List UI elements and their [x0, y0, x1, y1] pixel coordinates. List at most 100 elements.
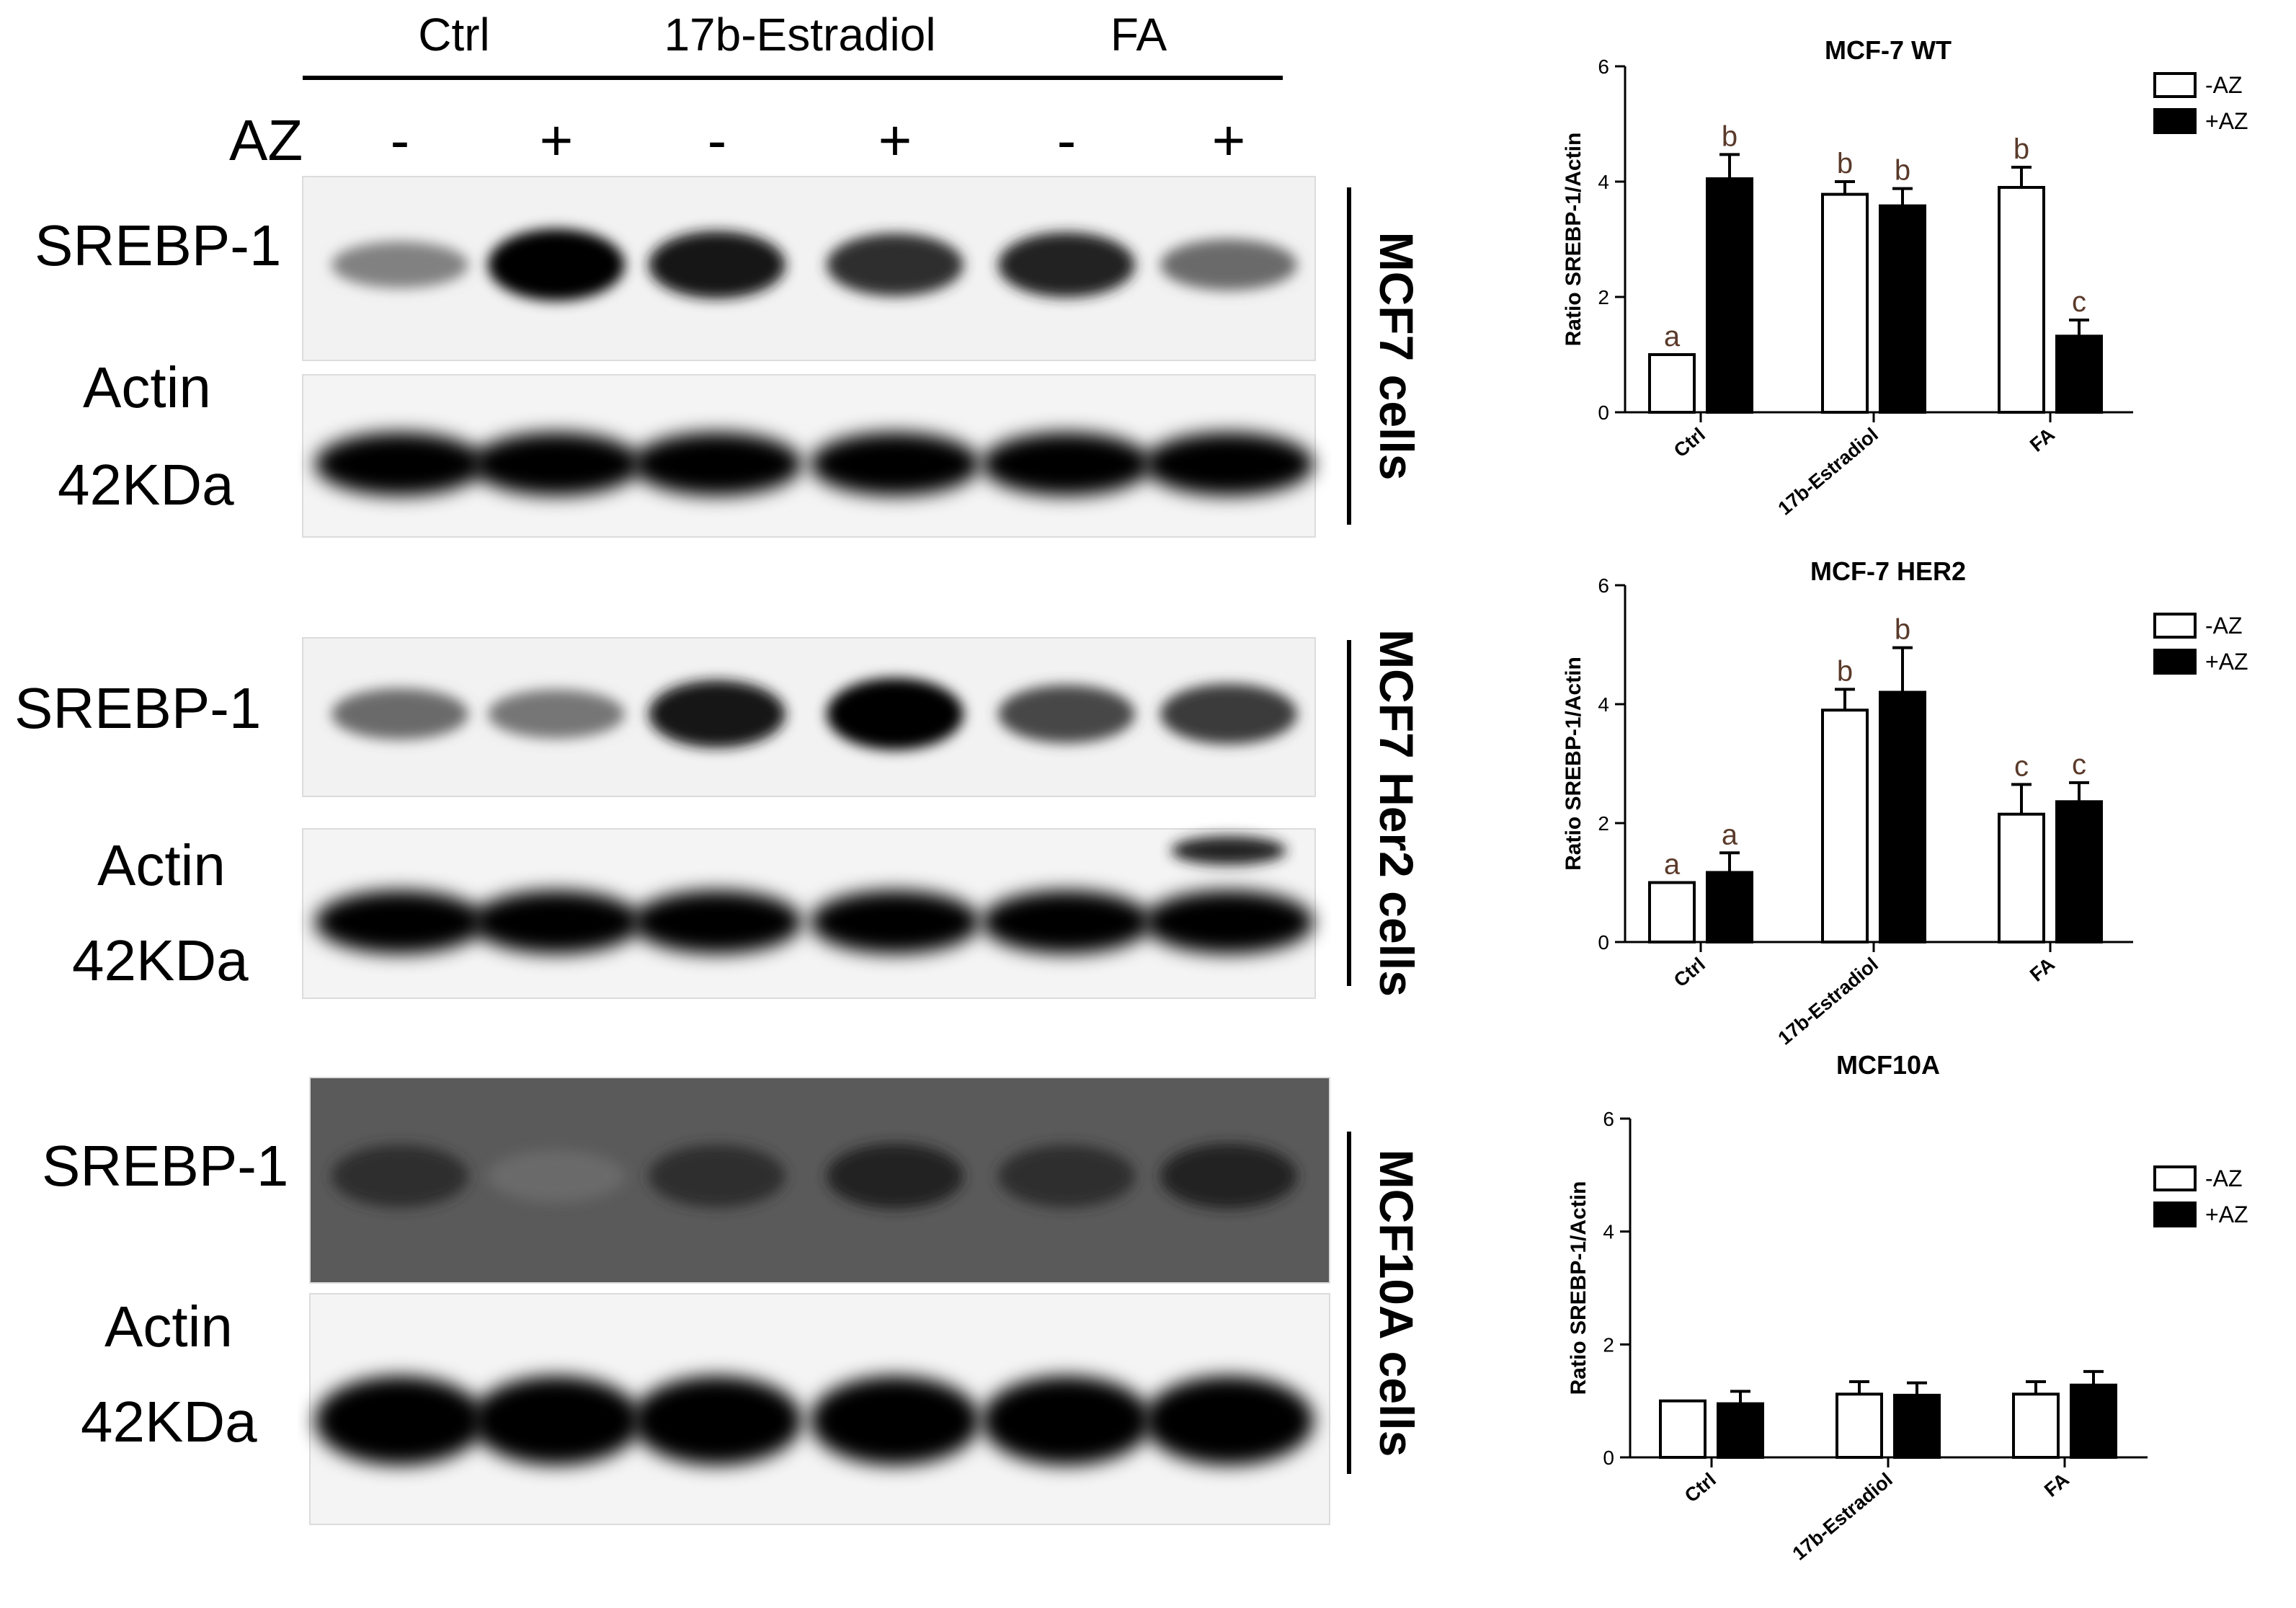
- legend-label: +AZ: [2205, 649, 2248, 675]
- y-tick-label: 0: [1598, 931, 1609, 954]
- membrane-background: [309, 1077, 1330, 1284]
- y-tick-label: 2: [1603, 1333, 1614, 1356]
- group-label-ctrl: Ctrl: [418, 9, 490, 61]
- y-tick-label: 4: [1598, 693, 1609, 716]
- significance-letter: b: [1895, 155, 1910, 187]
- x-tick-label: FA: [2040, 1469, 2073, 1501]
- chart-title: MCF-7 HER2: [1810, 556, 1966, 586]
- membrane-background: [302, 176, 1316, 361]
- x-tick-label: 17b-Estradiol: [1789, 1469, 1897, 1565]
- loading-label-kda: 42KDa: [81, 1390, 257, 1454]
- x-tick-label: 17b-Estradiol: [1774, 954, 1882, 1049]
- blot-target-membrane: [302, 637, 1316, 797]
- significance-letter: b: [1837, 148, 1853, 179]
- bar: [2012, 1392, 2060, 1460]
- bar: [1836, 1392, 1883, 1460]
- target-band: [998, 1145, 1135, 1208]
- y-axis-label: Ratio SREBP-1/Actin: [1562, 133, 1585, 347]
- bar-chart-mcf7-wt: MCF-7 WT 0 2 4 6 Ratio SREBP-1/Actin Ctrl 17b-E…: [1562, 35, 2248, 520]
- cell-label: MCF7 cells: [1370, 232, 1423, 481]
- actin-band: [632, 432, 802, 496]
- membrane-background: [302, 637, 1316, 797]
- bar: [1648, 881, 1696, 943]
- actin-band: [810, 1376, 980, 1465]
- bar: [1821, 709, 1869, 943]
- bar: [2055, 800, 2103, 944]
- actin-band: [471, 1376, 641, 1465]
- lane-sign-2: +: [540, 108, 574, 172]
- actin-band: [982, 1376, 1152, 1465]
- actin-band: [1144, 890, 1314, 954]
- lane-sign-3: -: [708, 108, 727, 172]
- legend-label: -AZ: [2205, 613, 2243, 639]
- group-label-estradiol: 17b-Estradiol: [664, 9, 935, 61]
- y-tick-label: 0: [1598, 401, 1609, 424]
- x-tick-label: Ctrl: [1670, 954, 1709, 992]
- legend-swatch: [2153, 649, 2197, 675]
- bar: [1998, 186, 2045, 414]
- x-tick-label: Ctrl: [1681, 1469, 1720, 1507]
- target-label: SREBP-1: [14, 676, 261, 740]
- actin-band: [1144, 432, 1314, 496]
- y-tick-label: 4: [1603, 1221, 1614, 1243]
- legend-swatch: [2153, 1165, 2197, 1191]
- blot-loading-membrane: [309, 1293, 1330, 1525]
- loading-label-kda: 42KDa: [72, 928, 249, 992]
- actin-band: [810, 432, 980, 496]
- actin-band: [632, 890, 802, 954]
- target-band: [488, 1150, 625, 1202]
- blot-panel-mcf7-her2: SREBP-1 Actin 42KDa MCF7 Her2 cells: [14, 629, 1423, 999]
- target-band: [1160, 1143, 1297, 1209]
- group-label-fa: FA: [1111, 9, 1167, 61]
- bar: [1998, 812, 2045, 943]
- target-band: [488, 228, 625, 301]
- legend-swatch: [2153, 1201, 2197, 1227]
- actin-band: [632, 1376, 802, 1465]
- legend-swatch: [2153, 613, 2197, 639]
- actin-band: [471, 432, 641, 496]
- target-band: [332, 241, 468, 288]
- significance-letter: b: [1722, 120, 1737, 152]
- significance-letter: a: [1722, 819, 1738, 850]
- chart-title: MCF10A: [1836, 1050, 1940, 1080]
- bar: [1879, 204, 1926, 414]
- blot-target-membrane: [309, 1077, 1330, 1284]
- x-tick-label: FA: [2026, 424, 2059, 456]
- loading-label-actin: Actin: [97, 833, 226, 897]
- legend-swatch: [2153, 108, 2197, 134]
- significance-letter: c: [2072, 286, 2086, 318]
- actin-band: [315, 1376, 485, 1465]
- lane-sign-1: -: [391, 108, 410, 172]
- target-band: [649, 1145, 786, 1208]
- loading-label-actin: Actin: [104, 1294, 233, 1359]
- lane-sign-6: +: [1212, 108, 1246, 172]
- blot-panel-mcf7: SREBP-1 Actin 42KDa MCF7 cells: [35, 176, 1423, 538]
- az-label: AZ: [229, 108, 303, 172]
- bar: [1879, 690, 1926, 943]
- significance-letter: a: [1664, 849, 1681, 881]
- target-band: [998, 232, 1135, 298]
- bar: [1659, 1399, 1707, 1459]
- x-tick-label: Ctrl: [1670, 424, 1709, 462]
- bar: [1821, 192, 1869, 414]
- y-axis-label: Ratio SREBP-1/Actin: [1567, 1181, 1590, 1395]
- target-band: [827, 678, 964, 750]
- y-axis-label: Ratio SREBP-1/Actin: [1562, 657, 1585, 871]
- y-tick-label: 6: [1598, 55, 1609, 78]
- target-band: [827, 233, 964, 296]
- cell-label: MCF10A cells: [1370, 1150, 1423, 1457]
- actin-band: [810, 890, 980, 954]
- blot-panel-mcf10a: SREBP-1 Actin 42KDa MCF10A cells: [42, 1077, 1423, 1525]
- significance-letter: a: [1664, 321, 1681, 352]
- bar: [1706, 177, 1753, 414]
- bar: [1648, 353, 1696, 414]
- target-band: [649, 680, 786, 748]
- blot-loading-membrane: [302, 828, 1316, 999]
- legend-label: -AZ: [2205, 72, 2243, 98]
- target-band: [1160, 239, 1297, 290]
- target-label: SREBP-1: [35, 213, 281, 277]
- actin-band: [315, 432, 485, 496]
- blot-loading-membrane: [302, 374, 1316, 538]
- cell-label: MCF7 Her2 cells: [1370, 629, 1423, 997]
